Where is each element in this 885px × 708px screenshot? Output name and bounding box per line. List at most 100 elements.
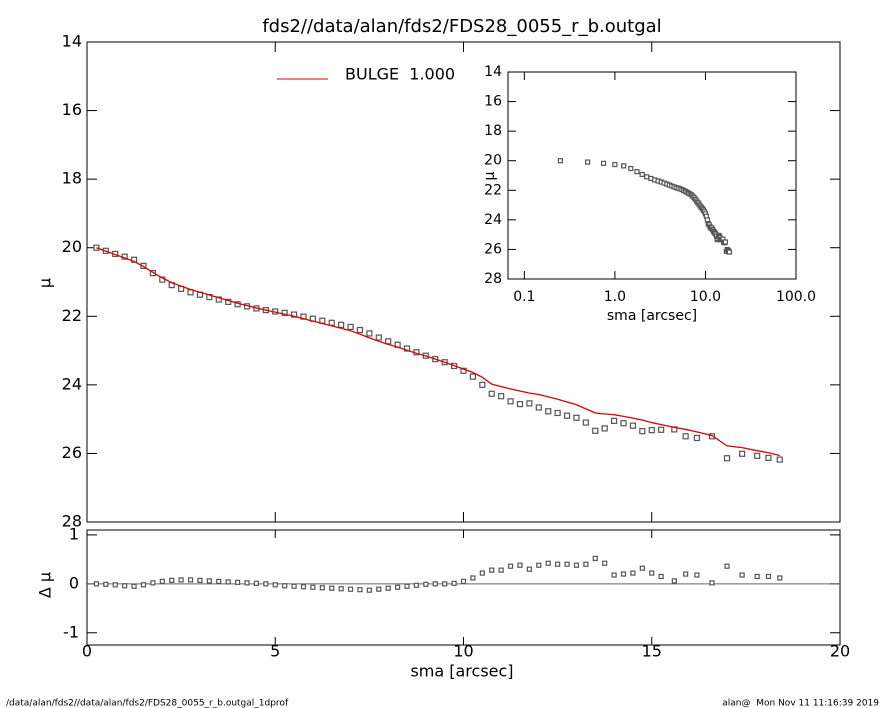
residual-point: [225, 579, 231, 585]
residual-point: [460, 578, 467, 584]
residual-point: [765, 573, 772, 580]
residual-point: [507, 563, 514, 569]
residual-point: [649, 570, 655, 576]
y-tick-label: 1: [69, 524, 79, 543]
y-tick-label: 28: [62, 512, 82, 531]
data-point: [347, 323, 354, 331]
residual-point: [470, 575, 476, 581]
x-tick-label: 10: [453, 642, 473, 661]
residual-point: [395, 584, 401, 590]
residual-point: [555, 561, 561, 567]
residual-point: [253, 580, 260, 586]
y-tick-label: 20: [62, 237, 82, 256]
residual-point: [639, 565, 645, 571]
data-point: [601, 425, 608, 432]
inset-point: [585, 159, 591, 165]
residual-point: [413, 582, 420, 588]
residual-point: [479, 570, 485, 576]
x-tick-label: 15: [642, 642, 662, 661]
residual-point: [357, 587, 363, 593]
x-tick-label: 0: [82, 642, 92, 661]
inset-point: [612, 161, 618, 168]
residual-point: [282, 583, 288, 589]
residual-point: [583, 561, 589, 567]
inset-x-label: sma [arcsec]: [607, 308, 697, 324]
data-point: [563, 412, 571, 419]
plot-frame: [86, 41, 841, 523]
residual-point: [178, 577, 184, 583]
residual-point: [103, 581, 109, 587]
inset-point: [557, 158, 563, 164]
residual-point: [122, 583, 128, 589]
data-point: [765, 454, 772, 461]
data-point: [776, 456, 783, 463]
y-tick-label: 14: [484, 64, 502, 80]
residual-point: [197, 577, 203, 584]
residual-point: [112, 582, 118, 588]
inset-frame: [507, 71, 797, 280]
residual-point: [536, 562, 542, 568]
data-point: [620, 420, 627, 427]
data-point: [526, 400, 533, 407]
residual-point: [724, 563, 730, 569]
data-point: [469, 373, 477, 380]
inset-point: [634, 169, 640, 175]
residual-point: [310, 584, 316, 590]
data-point: [356, 326, 364, 334]
y-tick-label: 22: [62, 306, 82, 325]
residual-point: [630, 570, 636, 576]
residual-point: [545, 560, 551, 566]
residual-point: [671, 578, 677, 584]
residual-point: [140, 582, 147, 588]
inset-point: [628, 165, 634, 172]
data-point: [648, 427, 655, 434]
residual-point: [451, 580, 457, 586]
data-point: [739, 450, 746, 457]
data-point: [682, 433, 689, 440]
data-point: [328, 319, 335, 326]
residual-point: [658, 573, 664, 580]
y-tick-label: 16: [484, 94, 502, 110]
y-tick-label: 20: [484, 153, 502, 169]
residual-point: [291, 583, 297, 589]
data-point: [290, 311, 298, 318]
residual-point: [620, 571, 627, 577]
residual-point: [272, 582, 278, 588]
data-point: [545, 408, 552, 415]
y-axis-label: μ: [36, 278, 55, 288]
y-tick-label: 18: [62, 169, 82, 188]
residual-point: [611, 572, 617, 578]
data-point: [629, 422, 637, 429]
x-tick-label: 5: [270, 642, 280, 661]
y-tick-label: 24: [484, 212, 502, 228]
data-point: [582, 419, 589, 426]
residual-point: [432, 581, 438, 587]
data-point: [281, 309, 288, 316]
residual-point: [329, 585, 335, 591]
residual-point: [347, 586, 354, 592]
y-tick-label: 0: [69, 573, 79, 592]
residual-point: [517, 562, 523, 568]
data-point: [535, 404, 542, 411]
inset-point: [722, 239, 728, 245]
data-point: [403, 345, 411, 352]
y-tick-label: 22: [484, 182, 502, 198]
residual-point: [683, 571, 689, 577]
residual-y-label: Δ μ: [36, 572, 55, 598]
residual-point: [169, 577, 175, 584]
residual-point: [187, 577, 194, 583]
x-tick-label: 10.0: [690, 289, 721, 305]
residual-point: [319, 585, 325, 591]
data-point: [215, 296, 222, 303]
y-tick-label: 18: [484, 123, 502, 139]
data-point: [754, 452, 761, 459]
data-point: [507, 398, 514, 405]
data-point: [592, 427, 599, 434]
residual-point: [777, 575, 783, 581]
data-point: [723, 455, 731, 462]
x-tick-label: 1.0: [604, 289, 626, 305]
data-point: [639, 428, 646, 435]
data-point: [375, 334, 382, 341]
y-tick-label: 28: [484, 271, 502, 287]
